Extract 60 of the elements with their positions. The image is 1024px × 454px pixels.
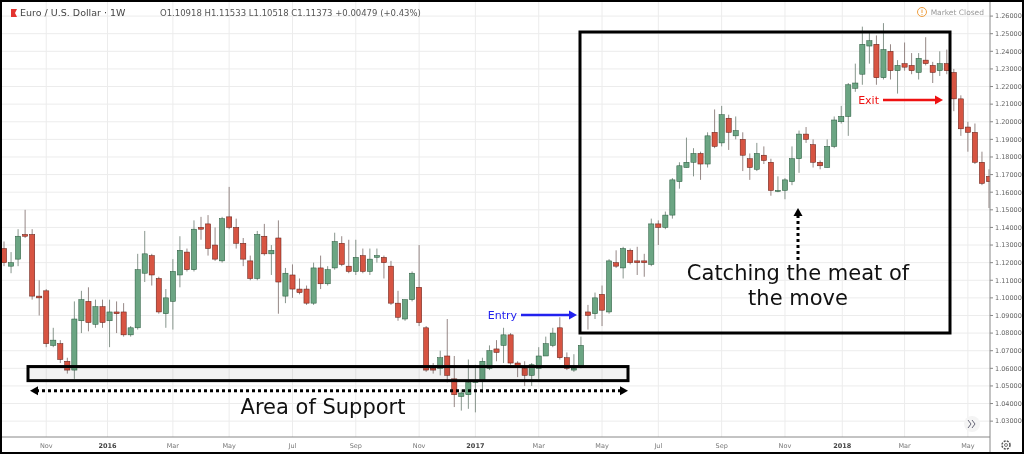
candlestick <box>493 339 500 362</box>
candlestick <box>936 50 943 77</box>
candlestick <box>451 355 458 408</box>
candlestick <box>746 153 753 181</box>
candlestick <box>50 327 57 348</box>
candlestick <box>247 255 254 281</box>
candlestick <box>99 299 106 329</box>
candlestick <box>345 239 352 274</box>
candlestick <box>8 251 14 274</box>
candlestick <box>317 255 324 290</box>
candlestick <box>585 304 591 331</box>
candlestick <box>887 43 894 80</box>
candlestick <box>578 336 584 369</box>
annotation: Exit <box>858 94 880 107</box>
annotation: Entry <box>487 309 518 322</box>
candlestick <box>915 52 922 80</box>
band-label: Area of Support <box>240 394 406 419</box>
candlestick <box>500 327 507 364</box>
candlestick <box>148 253 155 286</box>
candlestick <box>753 142 760 172</box>
candlestick <box>367 248 373 276</box>
candlestick <box>1 241 7 267</box>
candlestick <box>15 228 21 267</box>
candlestick <box>697 151 704 181</box>
candlestick <box>943 49 950 75</box>
candlestick <box>711 108 718 149</box>
candlestick <box>324 265 331 286</box>
annotation: O1.10918 H1.11533 L1.10518 C1.11373 +0.00479 (+0.43%) <box>160 8 421 18</box>
candlestick <box>57 339 64 364</box>
candlestick <box>444 318 451 383</box>
candlestick <box>761 145 767 165</box>
candlestick <box>894 59 901 95</box>
candlestick <box>268 244 275 276</box>
candlestick <box>739 131 746 172</box>
candlestick <box>620 246 626 279</box>
candlestick <box>592 292 598 320</box>
candlestick <box>282 267 289 304</box>
candlestick <box>338 235 345 267</box>
candlestick <box>571 353 577 373</box>
candlestick <box>929 61 936 84</box>
candlestick <box>374 248 380 264</box>
candlestick <box>437 350 444 376</box>
candlestick <box>184 248 190 272</box>
candlestick <box>803 126 809 144</box>
candlestick <box>85 286 92 332</box>
candlestick <box>106 299 113 348</box>
candlestick <box>599 285 605 327</box>
candlestick <box>725 114 732 151</box>
annotation: Catching the meat of the move <box>686 261 910 310</box>
candlestick <box>261 223 268 257</box>
text: Euro / U.S. Dollar · 1W <box>20 7 127 18</box>
candlestick <box>613 249 619 269</box>
candlestick <box>732 116 739 140</box>
candlestick <box>352 239 359 276</box>
candlestick <box>92 299 99 329</box>
candlestick <box>359 248 366 274</box>
candlestick <box>381 255 387 279</box>
candlestick <box>655 219 662 246</box>
candlestick <box>521 360 528 387</box>
candlestick <box>922 36 929 66</box>
